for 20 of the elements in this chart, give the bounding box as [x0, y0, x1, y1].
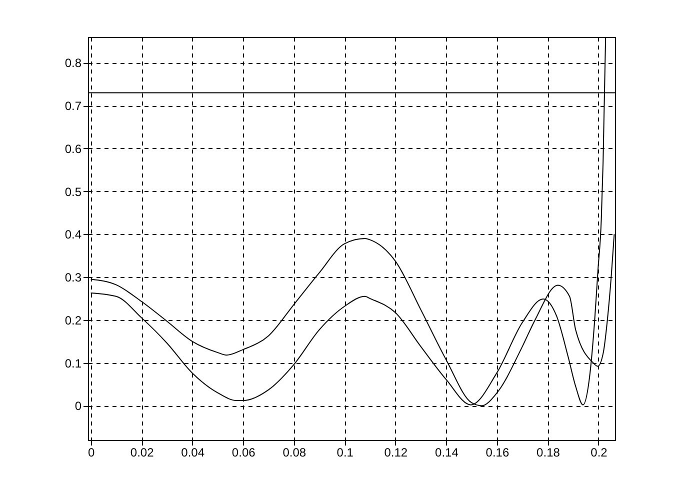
x-tick-label: 0.16 [486, 446, 510, 460]
x-tick-label: 0.14 [435, 446, 459, 460]
x-tick-label: 0.18 [536, 446, 560, 460]
x-tick-label: 0.02 [130, 446, 154, 460]
x-tick-label: 0.1 [336, 446, 354, 460]
x-tick-label: 0 [88, 446, 95, 460]
y-tick-label: 0.3 [64, 270, 82, 285]
y-tick-label: 0.5 [64, 184, 82, 199]
y-tick-label: 0.2 [64, 313, 82, 328]
x-tick-label: 0.2 [590, 446, 608, 460]
x-tick-label: 0.06 [232, 446, 256, 460]
y-tick-label: 0 [74, 399, 82, 414]
y-tick-label: 0.7 [64, 99, 82, 114]
x-tick-label: 0.12 [384, 446, 408, 460]
x-tick-label: 0.08 [282, 446, 306, 460]
y-tick-label: 0.4 [64, 228, 82, 242]
x-tick-label: 0.04 [181, 446, 205, 460]
y-tick-label: 0.6 [64, 142, 82, 156]
y-tick-label: 0.8 [64, 56, 82, 70]
y-tick-label: 0.1 [64, 356, 82, 370]
